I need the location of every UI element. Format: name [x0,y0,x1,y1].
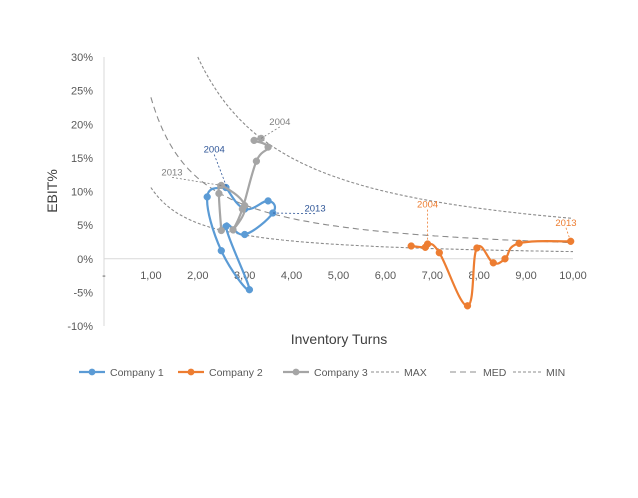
series-company-2-point [463,302,472,310]
legend-label: MIN [546,367,565,379]
y-tick-label: 10% [71,187,93,199]
series-company-2-point [407,242,415,250]
series-company-1-point [245,286,254,294]
x-tick-label: 2,00 [187,270,208,282]
series-company-1 [203,183,277,294]
y-tick-label: -10% [67,321,93,333]
y-axis-title: EBIT% [44,169,60,213]
series-company-3-point [217,181,225,190]
annotation-label: 2004 [417,200,438,211]
legend-swatch-marker [187,368,195,376]
series-company-2-point [501,255,509,263]
legend-item: MIN [513,367,565,379]
series-company-3-point [257,134,265,143]
x-tick-label: - [102,270,106,282]
y-tick-label: 20% [71,119,93,131]
series-company-2-point [423,240,432,248]
y-tick-label: 15% [71,153,93,165]
axes-layer: 30%25%20%15%10%5%0%-5%-10%- 1,00 2,00 3,00 4… [67,52,586,333]
annotation-label: 2013 [555,218,576,229]
series-company-2-point [489,259,497,267]
x-tick-label: 10,00 [559,270,587,282]
legend-item: Company 1 [79,367,164,379]
series-company-3-point [241,201,249,210]
series-company-1-point [264,197,272,205]
annotation-label: 2004 [269,117,290,128]
series-company-3-point [215,189,223,198]
x-tick-label: 4,00 [281,270,302,282]
series-company-2-point [435,249,443,257]
legend-swatch-marker [292,368,300,376]
annotation-label: 2004 [204,144,225,155]
legend-label: Company 1 [110,367,164,379]
series-company-3-point [264,143,272,151]
annotation-leader [171,176,222,186]
legend-item: MAX [371,367,427,379]
annotation-label: 2013 [161,167,182,178]
company-series-layer [203,134,575,310]
series-company-2-point [567,237,575,245]
x-tick-label: 7,00 [422,270,443,282]
legend-item: Company 3 [283,367,368,379]
series-company-3-point [252,157,261,165]
y-tick-label: 5% [77,220,93,232]
legend-item: Company 2 [178,367,263,379]
series-company-1-point [217,247,225,255]
reference-curve-med [150,97,574,244]
annotations-layer: 2004 2013 2004 2013 2004 2013 [161,117,577,244]
x-tick-label: 8,00 [468,270,489,282]
y-tick-label: -5% [73,287,93,299]
legend-label: MAX [404,367,427,379]
x-tick-label: 6,00 [375,270,396,282]
annotation-leader [272,212,316,215]
series-company-3-point [229,226,237,234]
series-company-3-point [217,226,225,235]
series-company-3 [215,134,272,235]
reference-curve-max [197,56,574,219]
series-company-2-point [473,244,481,252]
legend-label: MED [483,367,507,379]
legend-label: Company 2 [209,367,263,379]
y-tick-label: 0% [77,254,93,266]
series-company-2 [407,237,575,310]
annotation-leader [213,154,228,188]
series-company-2-point [515,239,523,247]
x-tick-label: 1,00 [140,270,161,282]
series-company-1-line [206,186,276,292]
x-axis-title: Inventory Turns [291,331,388,347]
series-company-3-point [250,136,258,145]
series-company-1-point [269,209,277,217]
series-company-1-point [203,193,211,201]
legend-label: Company 3 [314,367,368,379]
x-tick-label: 9,00 [515,270,536,282]
series-company-1-point [222,222,230,231]
legend-item: MED [450,367,507,379]
reference-curve-min [150,187,573,253]
y-tick-label: 25% [71,86,93,98]
legend: Company 1 Company 2 Company 3 MAX MED MIN [79,367,565,379]
series-company-1-point [241,230,249,239]
y-tick-label: 30% [71,52,93,64]
annotation-label: 2013 [304,204,325,215]
x-tick-label: 5,00 [328,270,349,282]
legend-swatch-marker [88,368,96,376]
